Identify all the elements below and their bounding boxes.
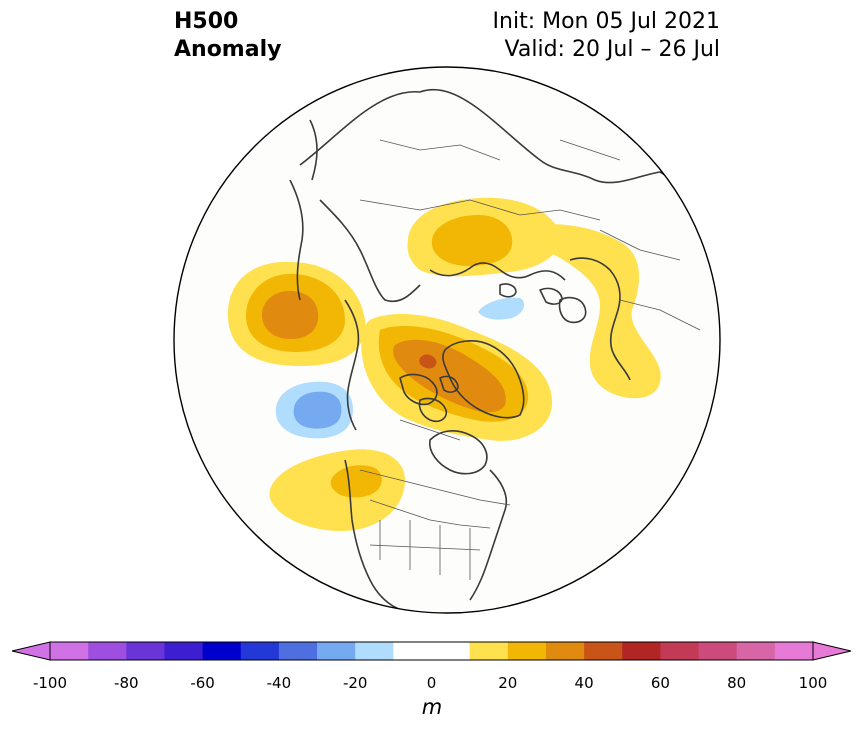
colorbar-tick-label: 80 (727, 674, 747, 692)
colorbar-cell (584, 642, 623, 660)
anomaly-north-pacific-40 (262, 290, 319, 340)
colorbar-cell (126, 642, 165, 660)
colorbar-cell (88, 642, 127, 660)
colorbar-cell (278, 642, 318, 660)
valid-range: Valid: 20 Jul – 26 Jul (504, 37, 720, 62)
colorbar-cell (622, 642, 661, 660)
anomaly-beaufort-50 (419, 354, 437, 369)
colorbar-frame (49, 641, 814, 661)
colorbar-over-extension (812, 641, 852, 661)
title-block-right: Init: Mon 05 Jul 2021 Valid: 20 Jul – 26… (493, 8, 720, 64)
variable-title: H500 (174, 9, 239, 34)
anomaly-wna-30 (330, 465, 382, 498)
colorbar-cell (355, 642, 394, 660)
colorbar-under-extension (11, 641, 51, 661)
colorbar-tick-label: -100 (32, 674, 68, 692)
anomaly-europe-20 (536, 224, 661, 399)
colorbar-tick-label: -20 (342, 674, 368, 692)
colorbar-tick-label: -80 (114, 674, 139, 692)
colorbar-cell (545, 642, 585, 660)
colorbar-tick-label: 40 (574, 674, 594, 692)
field-title: Anomaly (174, 37, 282, 62)
colorbar-cell (393, 642, 471, 660)
coastlines (289, 88, 701, 613)
colorbar-tick-label: 60 (650, 674, 670, 692)
colorbar-cell (736, 642, 776, 660)
colorbar-tick-label: -40 (266, 674, 292, 692)
anomaly-nepac-neg-30 (293, 391, 342, 429)
colorbar-cell (164, 642, 204, 660)
colorbar-cell (469, 642, 509, 660)
globe-boundary (173, 66, 721, 614)
colorbar-cell (240, 642, 280, 660)
init-date: Init: Mon 05 Jul 2021 (492, 9, 720, 34)
colorbar-cell (698, 642, 738, 660)
political-borders (359, 139, 701, 580)
colorbar-cell (774, 642, 814, 660)
colorbar-cell (507, 642, 547, 660)
colorbar-cell (660, 642, 700, 660)
title-block-left: H500 Anomaly (174, 8, 281, 64)
colorbar-unit: m (421, 695, 443, 719)
anomaly-kara-30 (431, 215, 513, 266)
colorbar-tick-label: 100 (798, 674, 828, 692)
colorbar-cell (317, 642, 356, 660)
colorbar-cell (202, 642, 242, 660)
polar-map (173, 66, 721, 614)
colorbar (11, 641, 852, 661)
colorbar-cell (50, 642, 89, 660)
colorbar-tick-label: -60 (190, 674, 215, 692)
colorbar-tick-label: 0 (426, 674, 437, 692)
colorbar-cells (50, 642, 814, 660)
colorbar-tick-label: 20 (498, 674, 518, 692)
anomaly-arctic-neg-20 (478, 297, 525, 320)
